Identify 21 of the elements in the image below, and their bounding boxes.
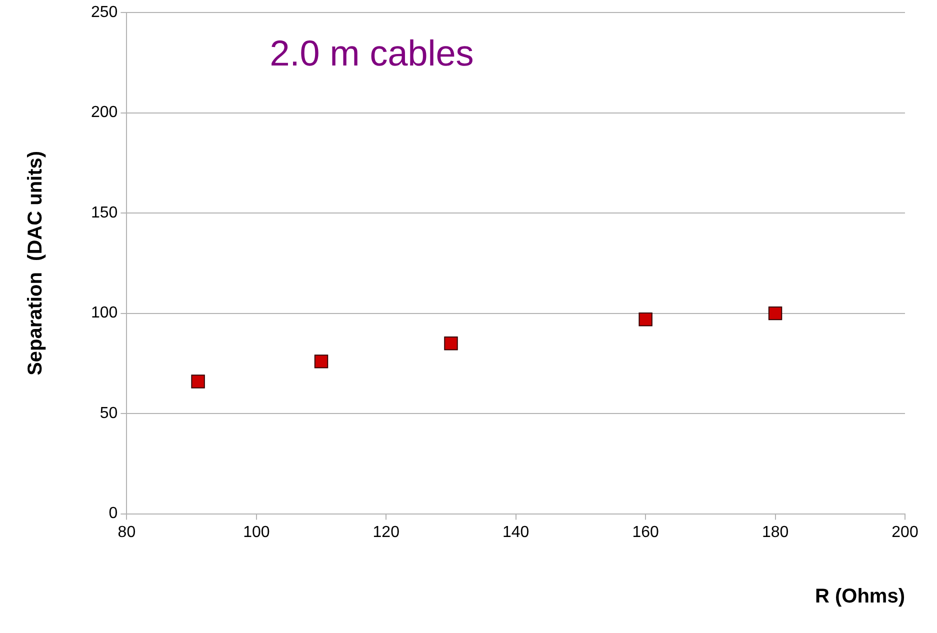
x-axis-title: R (Ohms) — [815, 586, 905, 608]
y-tick-label: 50 — [100, 404, 118, 422]
x-tick-label: 80 — [118, 524, 136, 541]
x-tick-label: 120 — [372, 524, 400, 541]
point — [191, 374, 205, 388]
point — [314, 354, 328, 368]
annotation: 2.0 m cables — [270, 32, 474, 74]
point — [444, 336, 458, 350]
y-tick-label: 100 — [90, 304, 118, 322]
y-tick-label: 200 — [90, 104, 118, 122]
y-tick-label: 250 — [90, 4, 118, 22]
y-tick-label: 0 — [108, 505, 118, 522]
x-tick-label: 160 — [632, 524, 660, 541]
x-tick-label: 100 — [243, 524, 270, 541]
y-tick-label: 150 — [90, 204, 118, 222]
x-tick-label: 140 — [502, 524, 530, 541]
x-tick-label: 200 — [892, 524, 918, 541]
point — [638, 312, 652, 326]
point — [768, 306, 782, 320]
y-axis-title: Separation (DAC units) — [24, 150, 47, 376]
x-tick-label: 180 — [762, 524, 789, 541]
